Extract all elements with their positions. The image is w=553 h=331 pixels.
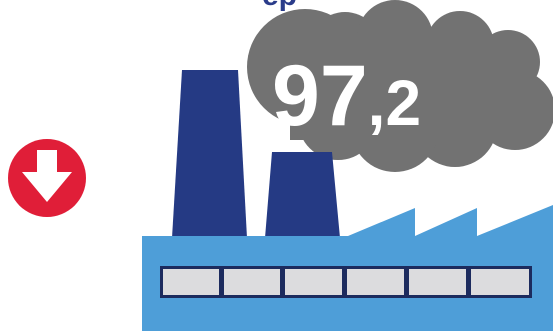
window-strip <box>160 266 532 298</box>
factory-window <box>285 269 342 295</box>
factory-window <box>163 269 219 295</box>
emission-value-integer: 97 <box>272 48 368 144</box>
down-arrow-icon <box>22 150 72 202</box>
trend-down-badge <box>8 139 86 217</box>
factory-window <box>471 269 529 295</box>
heading-fragment: ep <box>262 0 297 12</box>
factory-window <box>347 269 404 295</box>
left-chimney <box>172 70 247 238</box>
smoke-cloud <box>247 0 553 172</box>
factory-window <box>409 269 466 295</box>
right-chimney <box>265 152 340 238</box>
emission-value-decimal: ,2 <box>368 67 421 139</box>
emission-value: 97,2 <box>272 48 421 144</box>
factory-window <box>224 269 280 295</box>
